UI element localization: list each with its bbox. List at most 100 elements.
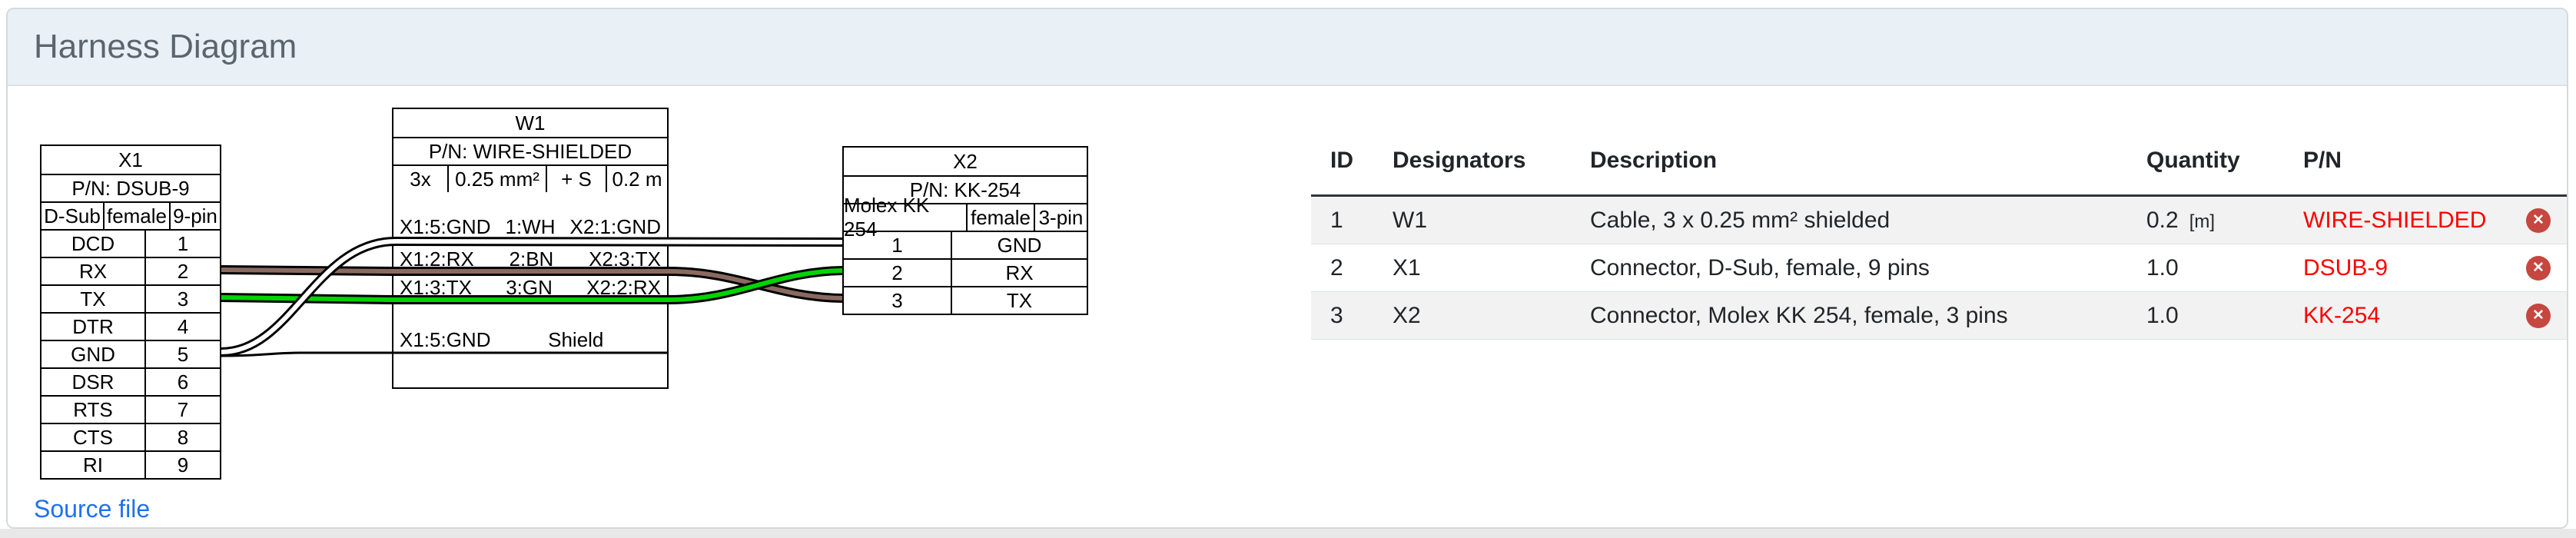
wire-left-label: X1:5:GND — [400, 328, 491, 351]
w1-pn-row: P/N: WIRE-SHIELDED — [393, 137, 667, 164]
x1-pin-row: DTR 4 — [41, 312, 220, 340]
x2-pn-row: P/N: KK-254 — [844, 175, 1087, 203]
x1-pn: P/N: DSUB-9 — [71, 176, 190, 200]
bom-cell-pn: WIRE-SHIELDED — [2303, 207, 2487, 233]
card-header: Harness Diagram — [8, 9, 2567, 86]
wire-left-label: X1:5:GND — [400, 215, 491, 238]
remove-bom-row-button[interactable]: ✕ — [2526, 255, 2551, 281]
x1-gender: female — [103, 203, 169, 229]
x1-pin-number: 7 — [144, 397, 220, 423]
x1-pin-name: RI — [83, 453, 103, 477]
bom-cell-id: 2 — [1330, 254, 1343, 281]
x1-pin-number: 2 — [144, 258, 220, 284]
bom-col-id: ID — [1330, 147, 1353, 173]
w1-designator-row: W1 — [393, 109, 667, 137]
x1-pin-name: RTS — [73, 397, 113, 421]
bom-cell-quantity: 1.0 — [2146, 303, 2303, 329]
x1-pin-row: DSR 6 — [41, 367, 220, 395]
bom-quantity-value: 1.0 — [2146, 302, 2179, 328]
cable-w1-table: W1 P/N: WIRE-SHIELDED 3x 0.25 mm² + S 0.… — [392, 108, 669, 389]
bom-cell-designators: X1 — [1393, 254, 1421, 281]
delete-icon: ✕ — [2532, 212, 2544, 228]
source-file-link[interactable]: Source file — [34, 495, 151, 523]
x2-designator: X2 — [953, 149, 978, 173]
bom-row: 2 X1 Connector, D-Sub, female, 9 pins 1.0 DS… — [1311, 244, 2567, 292]
x1-pin-row: CTS 8 — [41, 423, 220, 450]
x2-type: Molex KK 254 — [844, 194, 930, 241]
x1-designator-row: X1 — [41, 146, 220, 174]
delete-icon: ✕ — [2532, 307, 2544, 324]
w1-gauge: 0.25 mm² — [447, 166, 546, 192]
page-title: Harness Diagram — [34, 28, 297, 65]
remove-bom-row-button[interactable]: ✕ — [2526, 208, 2551, 233]
bom-col-description: Description — [1590, 147, 1718, 173]
x2-type-row: Molex KK 254 female 3-pin — [844, 194, 1087, 241]
w1-designator: W1 — [515, 111, 546, 134]
x2-pin-name: GND — [951, 232, 1087, 258]
x1-pin-row: RX 2 — [41, 257, 220, 284]
bom-cell-designators: X2 — [1393, 302, 1421, 328]
cable-wire-label-row: X1:3:TX 3:GN X2:2:RX — [400, 274, 661, 302]
x1-pin-name: DTR — [72, 314, 114, 338]
wire-color-label: 1:WH — [505, 215, 556, 238]
x1-pin-number: 6 — [144, 369, 220, 395]
bom-cell-id: 1 — [1330, 207, 1343, 233]
x2-pin-number: 1 — [891, 233, 903, 257]
bom-cell-quantity: 0.2 [m] — [2146, 208, 2303, 234]
connector-x2-table: X2 P/N: KK-254 Molex KK 254 female 3-pin… — [842, 146, 1088, 315]
bom-cell-pn: DSUB-9 — [2303, 254, 2388, 281]
w1-shield: + S — [546, 166, 606, 192]
bom-cell-description: Connector, D-Sub, female, 9 pins — [1590, 254, 1930, 281]
wire-left-label: X1:2:RX — [400, 247, 474, 271]
delete-icon: ✕ — [2532, 260, 2544, 276]
x1-pin-row: RTS 7 — [41, 395, 220, 423]
bom-col-pn: P/N — [2303, 147, 2342, 173]
wire-color-label: Shield — [548, 328, 604, 351]
x2-pin-name: RX — [951, 260, 1087, 286]
x2-gender: female — [966, 204, 1034, 231]
x1-pin-number: 3 — [144, 286, 220, 312]
bom-quantity-value: 1.0 — [2146, 254, 2179, 281]
wire-right-label: X2:3:TX — [589, 247, 661, 271]
x2-pin-row: 3 TX — [844, 286, 1087, 314]
cable-wire-label-row: X1:5:GND Shield — [400, 327, 661, 354]
harness-diagram-card: Harness Diagram X1 P/N: DSUB-9 D-Sub fem… — [6, 8, 2568, 529]
card-body: X1 P/N: DSUB-9 D-Sub female 9-pin DCD 1 RX… — [8, 86, 2567, 527]
bom-row: 1 W1 Cable, 3 x 0.25 mm² shielded 0.2 [m] WIR… — [1311, 197, 2567, 244]
cable-wire-label-row: X1:2:RX 2:BN X2:3:TX — [400, 246, 661, 274]
page-background-strip — [0, 529, 2576, 538]
wire-right-label: X2:1:GND — [569, 215, 662, 238]
x1-pin-row: DCD 1 — [41, 229, 220, 257]
bom-delete-cell: ✕ — [2526, 303, 2567, 328]
x1-type: D-Sub — [44, 204, 101, 227]
x2-designator-row: X2 — [844, 148, 1087, 175]
w1-wirecount: 3x — [410, 167, 431, 191]
bom-cell-id: 3 — [1330, 302, 1343, 328]
bom-quantity-value: 0.2 — [2146, 207, 2179, 233]
bom-quantity-unit: [m] — [2189, 211, 2216, 232]
bom-header-row: ID Designators Description Quantity P/N — [1311, 126, 2567, 197]
x2-pin-number: 2 — [891, 261, 903, 284]
bom-col-designators: Designators — [1393, 147, 1526, 173]
x1-pin-row: RI 9 — [41, 450, 220, 478]
x1-pin-number: 4 — [144, 314, 220, 340]
x1-pincount: 9-pin — [169, 203, 220, 229]
connector-x1-table: X1 P/N: DSUB-9 D-Sub female 9-pin DCD 1 RX… — [40, 144, 221, 480]
x1-pin-number: 1 — [144, 231, 220, 257]
x2-pin-row: 2 RX — [844, 258, 1087, 286]
x1-pin-name: TX — [80, 287, 106, 311]
x1-pin-name: GND — [71, 342, 115, 366]
x1-designator: X1 — [118, 148, 143, 171]
wire-right-label: X2:2:RX — [586, 276, 661, 299]
bom-cell-designators: W1 — [1393, 207, 1427, 233]
bom-col-quantity: Quantity — [2146, 147, 2240, 173]
x1-pin-number: 9 — [144, 452, 220, 478]
x2-pincount: 3-pin — [1034, 204, 1087, 231]
bom-delete-cell: ✕ — [2526, 255, 2567, 281]
x1-pin-name: DCD — [71, 231, 115, 255]
bom-cell-pn: KK-254 — [2303, 302, 2381, 328]
remove-bom-row-button[interactable]: ✕ — [2526, 303, 2551, 328]
x1-pin-number: 5 — [144, 341, 220, 367]
x1-pin-row: GND 5 — [41, 340, 220, 367]
